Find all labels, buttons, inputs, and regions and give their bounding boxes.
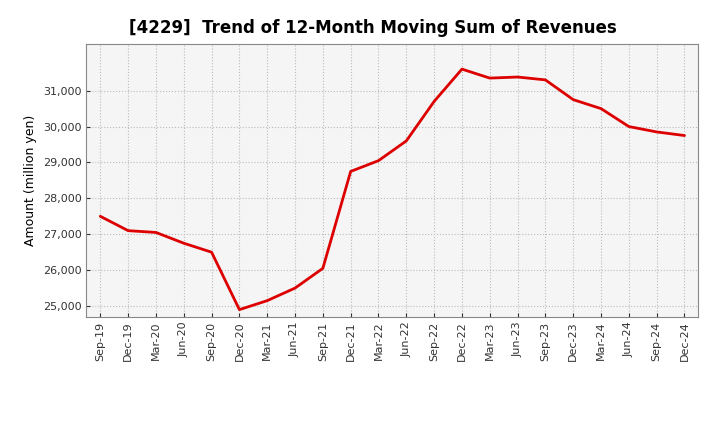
Y-axis label: Amount (million yen): Amount (million yen) [24,115,37,246]
Text: [4229]  Trend of 12-Month Moving Sum of Revenues: [4229] Trend of 12-Month Moving Sum of R… [130,19,617,37]
